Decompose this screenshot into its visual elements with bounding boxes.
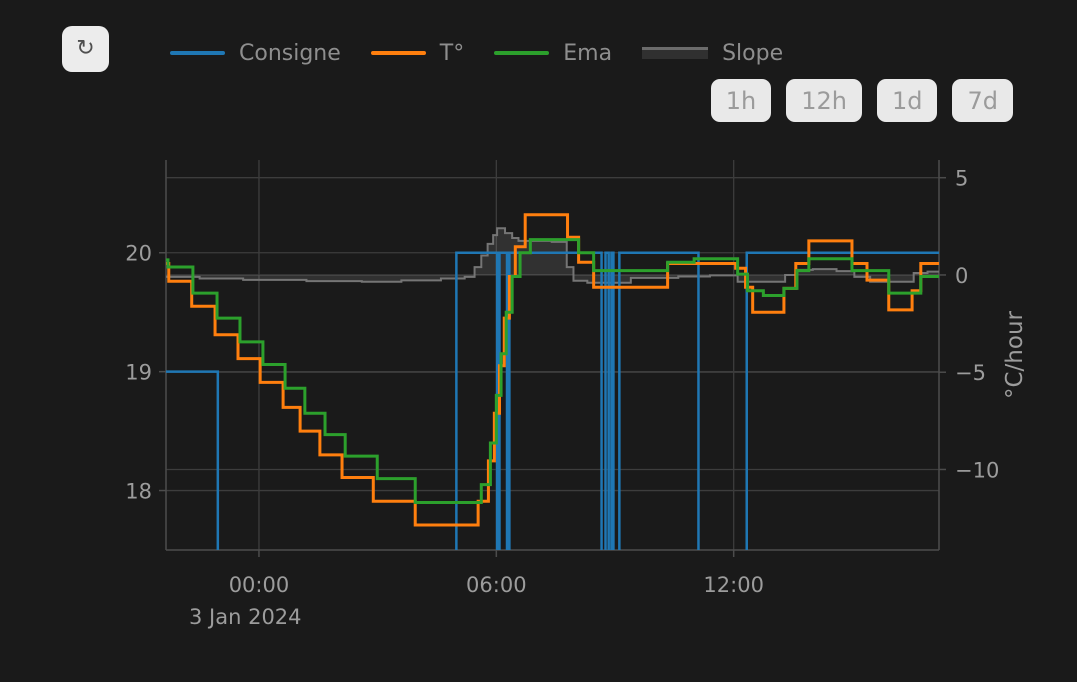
series-consigne-line (166, 251, 939, 550)
right-axis-tick-label: −5 (955, 361, 986, 385)
series-slope-fill (166, 228, 939, 283)
legend-label: T° (439, 40, 465, 66)
range-button-1h[interactable]: 1h (710, 79, 772, 122)
x-axis-tick-label: 12:00 (703, 573, 764, 597)
range-button-7d[interactable]: 7d (952, 79, 1013, 122)
legend-item-temperature[interactable]: T° (370, 40, 465, 66)
series-slope-line (166, 227, 939, 284)
refresh-icon: ↻ (76, 36, 95, 61)
right-axis-title: °C/hour (1002, 310, 1028, 399)
left-axis-tick-label: 18 (125, 480, 152, 504)
legend-item-consigne[interactable]: Consigne (170, 41, 341, 66)
legend-label: Slope (722, 40, 784, 66)
x-axis-tick-label: 00:00 (229, 573, 290, 597)
slope-area-swatch (642, 47, 709, 59)
right-axis-tick-label: −10 (955, 458, 999, 482)
left-axis-tick-label: 19 (125, 361, 152, 385)
range-button-1d[interactable]: 1d (876, 79, 938, 122)
legend-item-ema[interactable]: Ema (494, 41, 612, 66)
legend-label: Consigne (239, 40, 341, 66)
series-ema-line (166, 238, 939, 504)
temperature-line-swatch (370, 51, 426, 55)
legend-label: Ema (563, 40, 613, 66)
range-button-12h[interactable]: 12h (786, 79, 862, 122)
right-axis-tick-label: 0 (955, 264, 968, 288)
x-axis-tick-label: 06:00 (466, 573, 527, 597)
consigne-line-swatch (170, 51, 225, 55)
legend-item-slope[interactable]: Slope (642, 41, 783, 66)
x-axis-date-label: 3 Jan 2024 (189, 605, 302, 629)
right-axis-tick-label: 5 (955, 167, 968, 191)
left-axis-tick-label: 20 (125, 242, 152, 266)
chart-legend: Consigne T° Ema Slope (170, 36, 783, 70)
ema-line-swatch (494, 51, 550, 55)
time-range-selector: 1h 12h 1d 7d (710, 79, 1013, 122)
plot-area (166, 213, 939, 550)
refresh-button[interactable]: ↻ (62, 26, 109, 72)
